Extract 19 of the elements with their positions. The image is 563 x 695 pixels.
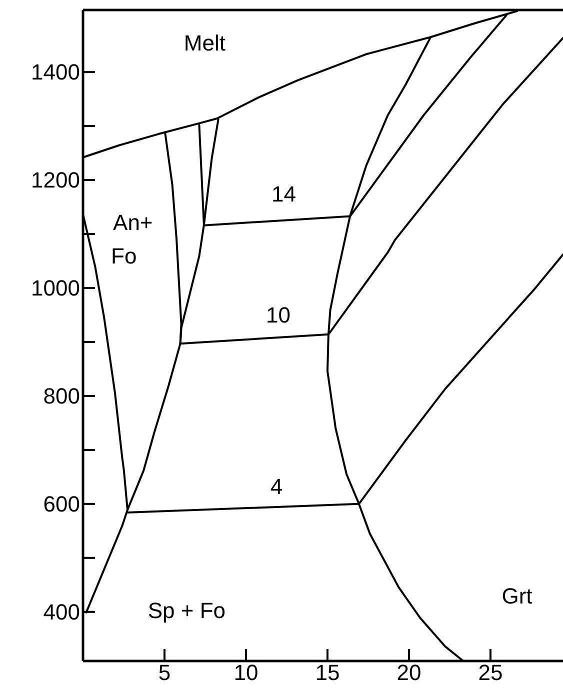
annotation: An+ bbox=[113, 210, 153, 236]
annotation: 4 bbox=[270, 474, 283, 500]
x-tick-label: 20 bbox=[396, 660, 422, 685]
annotation: Fo bbox=[111, 243, 137, 268]
y-tick-label: 600 bbox=[43, 491, 80, 516]
y-tick-label: 400 bbox=[43, 599, 80, 624]
annotation: 14 bbox=[271, 181, 296, 206]
annotation: Melt bbox=[184, 30, 226, 56]
x-tick-label: 25 bbox=[478, 660, 503, 685]
y-tick-label: 1400 bbox=[31, 60, 80, 85]
annotation: 10 bbox=[266, 302, 291, 328]
x-tick-label: 15 bbox=[315, 660, 340, 685]
x-tick-label: 5 bbox=[158, 660, 171, 685]
y-tick-label: 1200 bbox=[31, 168, 80, 193]
y-tick-label: 800 bbox=[43, 383, 80, 408]
y-tick-label: 1000 bbox=[31, 275, 80, 300]
x-tick-label: 10 bbox=[234, 660, 258, 685]
annotation: Sp + Fo bbox=[148, 598, 226, 624]
annotation: Grt bbox=[502, 584, 532, 609]
